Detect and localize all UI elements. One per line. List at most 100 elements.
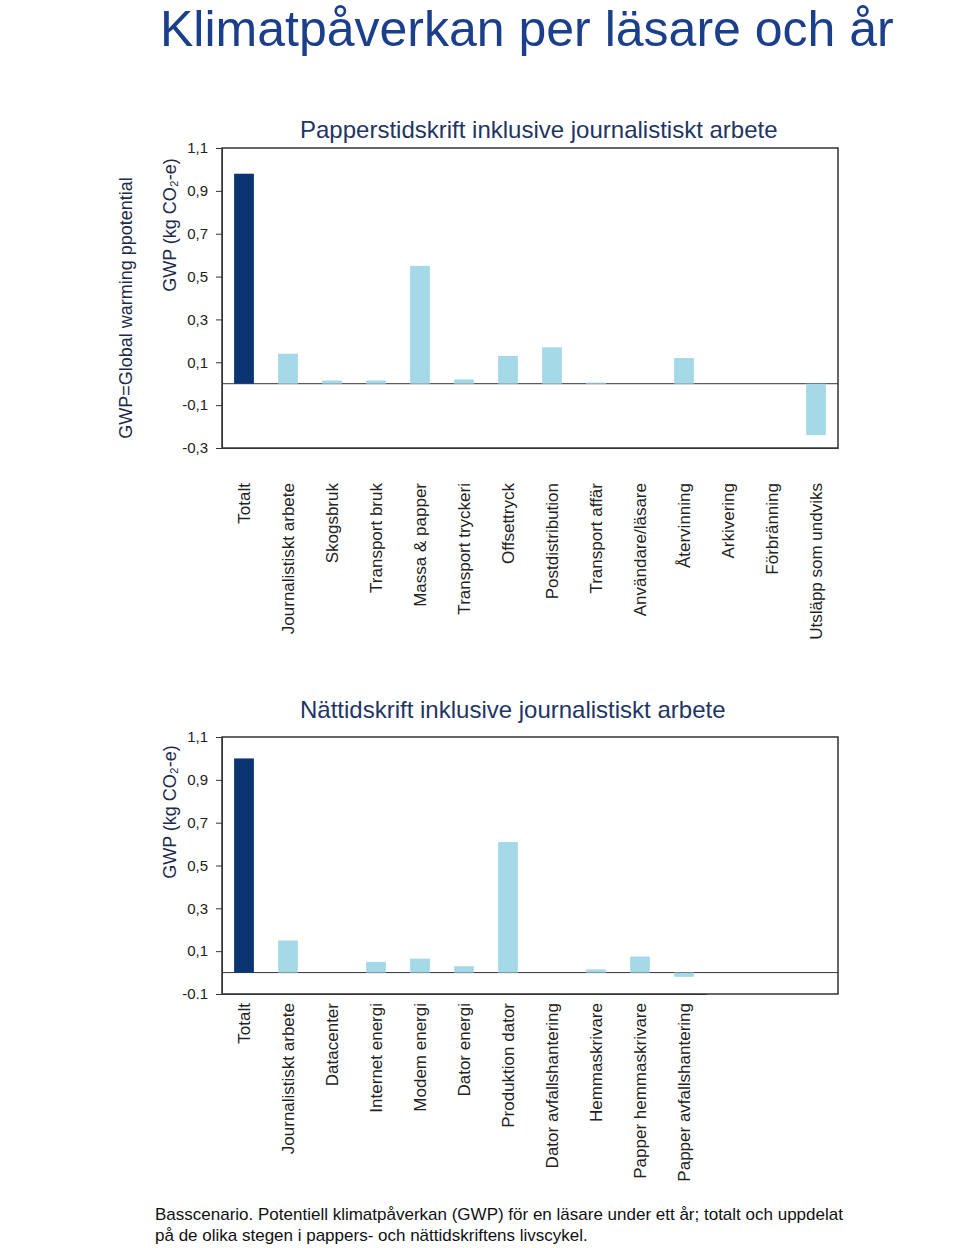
x-tick: Transport bruk bbox=[367, 448, 386, 593]
x-tick-label: Massa & papper bbox=[411, 483, 430, 607]
x-tick-label: Utsläpp som undviks bbox=[807, 483, 826, 640]
bar bbox=[674, 973, 694, 977]
y-tick: 0,9 bbox=[187, 771, 222, 788]
x-axis-line bbox=[223, 994, 707, 995]
chart-title: Nättidskrift inklusive journalistiskt ar… bbox=[300, 696, 726, 723]
bar bbox=[498, 356, 518, 384]
caption-line: Basscenario. Potentiell klimatpåverkan (… bbox=[155, 1205, 843, 1224]
x-tick-label: Återvinning bbox=[675, 483, 694, 568]
x-tick: Internet energi bbox=[367, 994, 386, 1113]
y-tick: 0,9 bbox=[187, 182, 222, 199]
y-tick-label: -0.1 bbox=[182, 985, 208, 1002]
y-tick: 0,7 bbox=[187, 225, 222, 242]
bars bbox=[234, 174, 826, 435]
y-tick-label: 0,3 bbox=[187, 311, 208, 328]
x-tick: Hemmaskrivare bbox=[587, 994, 606, 1122]
y-tick-label: 0,7 bbox=[187, 225, 208, 242]
x-tick: Totalt bbox=[235, 994, 254, 1044]
x-tick-label: Offsettryck bbox=[499, 483, 518, 564]
bar bbox=[586, 383, 606, 384]
y-tick-label: 0,1 bbox=[187, 942, 208, 959]
x-tick: Utsläpp som undviks bbox=[807, 448, 826, 640]
bar bbox=[366, 381, 386, 384]
x-tick: Postdistribution bbox=[543, 448, 562, 599]
x-tick-label: Skogsbruk bbox=[323, 483, 342, 564]
x-tick: Totalt bbox=[235, 448, 254, 524]
x-tick-label: Journalistiskt arbete bbox=[279, 483, 298, 634]
bar bbox=[542, 972, 562, 973]
x-tick: Användare/läsare bbox=[631, 448, 650, 616]
x-tick: Produktion dator bbox=[499, 994, 518, 1128]
bar bbox=[234, 758, 254, 972]
bar bbox=[454, 379, 474, 383]
bar bbox=[542, 347, 562, 383]
bar bbox=[630, 957, 650, 973]
x-tick: Återvinning bbox=[675, 448, 694, 568]
bar bbox=[762, 383, 782, 384]
plot-frame bbox=[222, 148, 838, 448]
y-tick-label: 0,7 bbox=[187, 814, 208, 831]
y-tick-label: -0,1 bbox=[182, 396, 208, 413]
bar bbox=[278, 354, 298, 384]
bar bbox=[410, 266, 430, 384]
plot-frame bbox=[222, 737, 838, 994]
bar bbox=[674, 358, 694, 384]
bar bbox=[410, 959, 430, 973]
x-tick-label: Transport tryckeri bbox=[455, 483, 474, 615]
y-tick-label: 0,9 bbox=[187, 182, 208, 199]
x-tick-label: Dator energi bbox=[455, 1003, 474, 1097]
y-tick-mark bbox=[216, 191, 222, 192]
y-tick-label: 0,1 bbox=[187, 354, 208, 371]
x-tick: Arkivering bbox=[719, 448, 738, 559]
y-axis-line bbox=[216, 149, 223, 449]
chart: Nättidskrift inklusive journalistiskt ar… bbox=[160, 696, 838, 1182]
chart-title: Papperstidskrift inklusive journalistisk… bbox=[300, 116, 778, 143]
y-tick-label: 0,9 bbox=[187, 771, 208, 788]
y-tick-mark bbox=[216, 908, 222, 909]
x-tick-label: Hemmaskrivare bbox=[587, 1003, 606, 1122]
y-tick-mark bbox=[216, 448, 222, 449]
x-tick: Transport affär bbox=[587, 448, 606, 594]
bar bbox=[498, 842, 518, 973]
side-note: GWP=Global warming ppotential bbox=[116, 177, 136, 439]
bar bbox=[454, 966, 474, 972]
y-tick-mark bbox=[216, 362, 222, 363]
x-tick-label: Förbränning bbox=[763, 483, 782, 575]
caption-line: på de olika stegen i pappers- och nättid… bbox=[155, 1226, 588, 1245]
y-tick: 0,5 bbox=[187, 268, 222, 285]
x-tick: Dator energi bbox=[455, 994, 474, 1097]
y-tick-mark bbox=[216, 780, 222, 781]
x-tick-label: Totalt bbox=[235, 1003, 254, 1044]
bar bbox=[278, 940, 298, 972]
y-tick: 1,1 bbox=[187, 139, 222, 156]
y-tick-label: -0,3 bbox=[182, 439, 208, 456]
y-tick-label: 0,5 bbox=[187, 268, 208, 285]
x-tick-label: Postdistribution bbox=[543, 483, 562, 599]
y-tick-mark bbox=[216, 951, 222, 952]
y-tick-label: 1,1 bbox=[187, 728, 208, 745]
y-tick-mark bbox=[216, 405, 222, 406]
x-tick: Transport tryckeri bbox=[455, 448, 474, 615]
x-tick-label: Totalt bbox=[235, 483, 254, 524]
y-tick: 0,1 bbox=[187, 942, 222, 959]
bar bbox=[630, 383, 650, 384]
y-axis-title: GWP (kg CO₂-e) bbox=[160, 745, 180, 879]
y-axis-title: GWP (kg CO₂-e) bbox=[160, 158, 180, 292]
x-tick-label: Transport bruk bbox=[367, 483, 386, 593]
x-tick-label: Journalistiskt arbete bbox=[279, 1003, 298, 1154]
bar bbox=[366, 962, 386, 973]
x-tick-label: Papper avfallshantering bbox=[675, 1003, 694, 1182]
y-tick: 0,3 bbox=[187, 900, 222, 917]
bars bbox=[234, 758, 694, 976]
y-tick: -0.1 bbox=[182, 985, 222, 1002]
y-tick-label: 0,3 bbox=[187, 900, 208, 917]
bar bbox=[806, 384, 826, 435]
x-tick-label: Modem energi bbox=[411, 1003, 430, 1112]
x-axis: Totalt Journalistiskt arbete Datacenter Int… bbox=[223, 994, 707, 1182]
x-tick: Journalistiskt arbete bbox=[279, 994, 298, 1154]
x-tick-label: Produktion dator bbox=[499, 1003, 518, 1128]
x-tick: Journalistiskt arbete bbox=[279, 448, 298, 634]
x-tick: Datacenter bbox=[323, 994, 342, 1086]
y-tick-mark bbox=[216, 148, 222, 149]
y-tick-mark bbox=[216, 737, 222, 738]
